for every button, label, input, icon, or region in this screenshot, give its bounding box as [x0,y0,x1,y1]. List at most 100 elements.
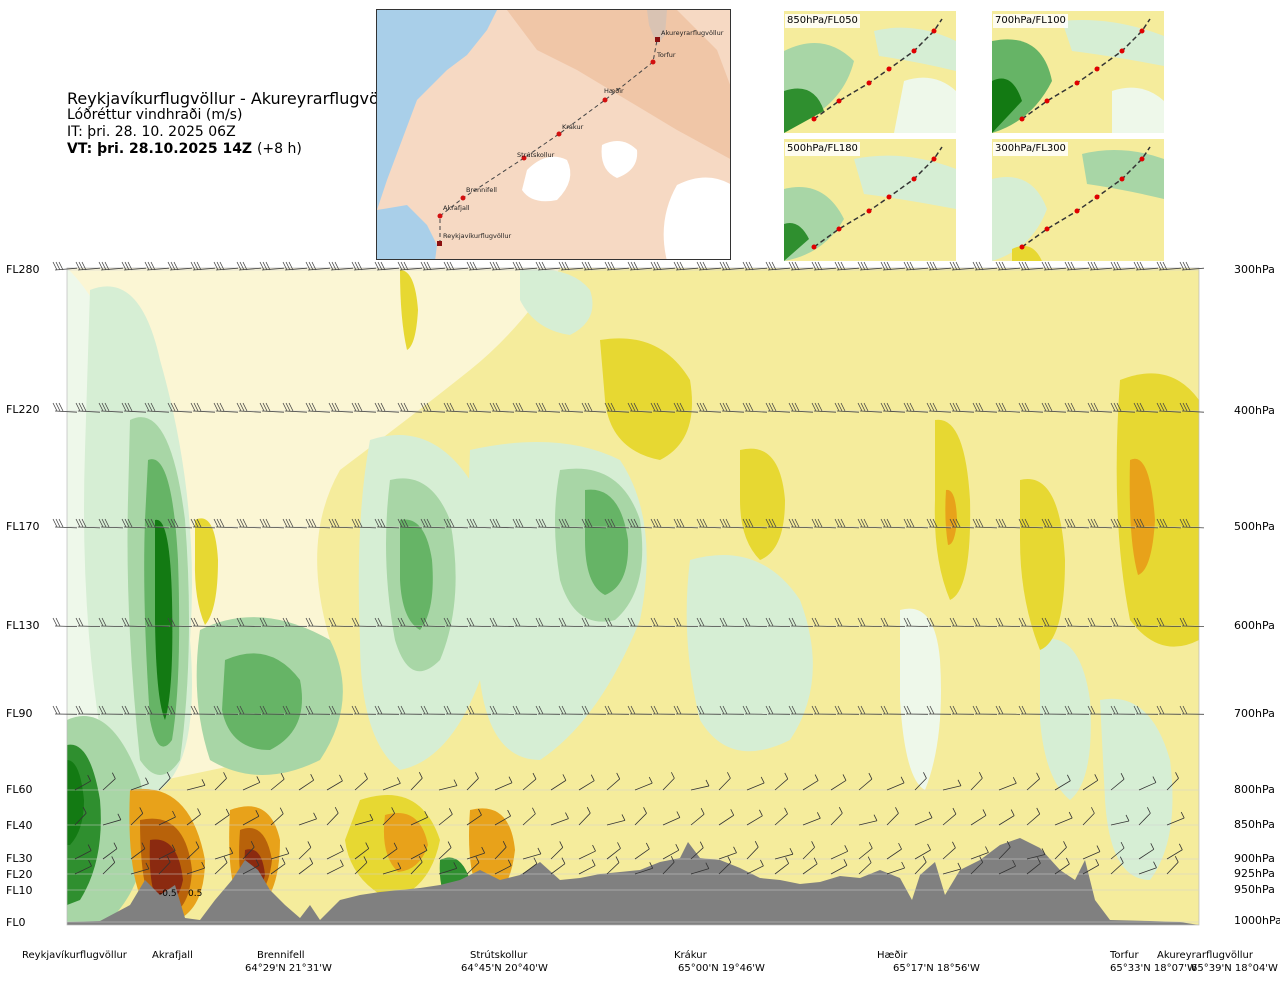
wind-barb-low [942,862,962,875]
route-map-svg [377,10,730,259]
wind-barb [328,705,354,715]
downward-zone-east-core [1129,458,1155,575]
wind-barb-low [718,772,731,791]
wind-barb-low [298,857,314,875]
wind-barb [1110,705,1136,715]
upward-zone-west [84,286,192,792]
upward-zone-top [520,269,593,335]
wind-barb-low [298,812,317,826]
wind-barb [765,402,791,413]
wind-barb [121,402,147,413]
wind-barb-low [662,855,675,875]
wind-barb [236,617,262,627]
map-route-line [439,39,658,244]
wind-barb [75,705,101,715]
wind-barb [788,617,814,627]
annotation-pos: 0.5 [188,889,202,899]
wind-barb [489,518,515,529]
wind-barb [351,705,377,715]
wind-barb-low [522,857,538,875]
wind-barb-low [466,808,482,826]
wind-barb [282,617,308,627]
map-label-haedir: Hæðir [604,87,624,95]
map-marker-haedir [602,97,608,103]
wind-barb-low [550,812,569,826]
wind-barb [236,261,262,271]
wind-barb-low [326,774,343,791]
wind-barb [305,261,331,271]
wind-barb [305,705,331,715]
downward-zone-west-narrow [194,518,218,625]
upward-zone-haedir [900,608,941,790]
wind-barb-low [130,777,149,791]
wind-barb [742,402,768,413]
wind-barb-low [494,840,507,860]
wind-barb [834,617,860,627]
wind-barb-low [1110,772,1125,791]
wind-barb [351,402,377,413]
product-title: Lóðréttur vindhraði (m/s) [67,107,243,123]
loc-coord-torfur: 65°33'N 18°07'W [1110,963,1197,974]
downward-zone-central [740,448,785,560]
wind-barb-low [326,844,344,860]
wind-barb [857,705,883,715]
wind-barb [696,402,722,413]
wind-barb [1064,617,1090,627]
upward-zone-strutskollur-mid [386,478,456,672]
chart-title-block: Reykjavíkurflugvöllur - Akureyrarflugvöl… [67,90,404,158]
wind-barb [167,261,193,271]
wind-barb [581,402,607,413]
wind-barb-low [1166,856,1179,875]
wind-barb-low [886,861,905,875]
wind-barb [811,617,837,627]
wind-barb [604,402,630,413]
wind-barb [466,705,492,715]
downward-zone-east [1116,373,1199,647]
wind-barb [558,518,584,529]
map-highland [507,10,730,159]
route-map: Akureyrarflugvöllur Torfur Hæðir Krákur … [376,9,731,260]
wind-barb [673,261,699,271]
downward-zone-lee-strutskollur [345,795,440,900]
wind-barb [1018,518,1044,529]
valid-offset: (+8 h) [256,141,302,157]
wind-barb-low [270,847,290,860]
fl-label-280: FL280 [6,263,40,276]
hpa-label-900: 900hPa [1234,852,1275,865]
wind-barb-low [914,855,927,875]
wind-barb-low [74,859,92,875]
wind-barb-low [214,772,227,791]
wind-barb [52,402,78,413]
wind-barb [926,518,952,529]
wind-barb [397,261,423,271]
wind-barb-low [578,807,591,826]
wind-barb-low [746,859,764,875]
wind-barb-low [718,856,732,875]
wind-barb-low [214,856,228,875]
wind-barb-low [298,774,315,791]
wind-barb-low [606,842,621,860]
wind-barb [811,705,837,715]
upward-zone-central [686,555,813,752]
wind-barb [535,617,561,627]
upward-zone-reykjavik [67,716,146,925]
wind-barb-low [1054,811,1073,826]
wind-barb [604,705,630,715]
wind-barb [75,261,101,271]
heatmap-background [67,268,1199,925]
wind-barb-low [74,806,87,826]
wind-barb-low [1082,858,1100,875]
wind-barb [466,518,492,529]
wind-barb [512,402,538,413]
wind-barb [512,518,538,529]
loc-name-strutskollur: Strútskollur [470,950,528,961]
wind-barb [121,261,147,271]
wind-barb [489,705,515,715]
wind-barb [1156,402,1182,413]
wind-barb-low [970,772,983,791]
map-label-reykjavik: Reykjavíkurflugvöllur [443,232,512,240]
wind-barb-low [186,861,206,875]
wind-barb-low [186,779,206,791]
wind-barb [903,402,929,413]
wind-barb [834,705,860,715]
